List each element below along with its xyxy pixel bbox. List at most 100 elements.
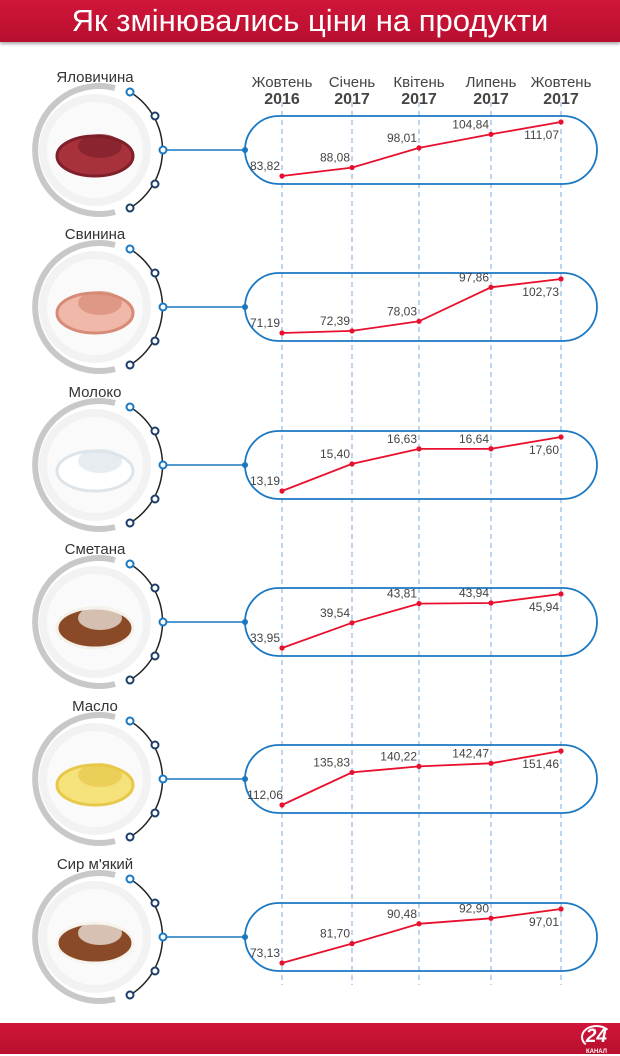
x-tick-year: 2016 bbox=[264, 91, 300, 108]
data-label: 73,13 bbox=[250, 946, 280, 960]
data-label: 111,07 bbox=[524, 128, 559, 142]
x-tick-month: Січень bbox=[329, 74, 376, 91]
data-point bbox=[279, 645, 285, 651]
food-shape bbox=[78, 134, 122, 158]
data-point bbox=[488, 600, 494, 606]
timeline-node bbox=[158, 460, 168, 470]
data-label: 13,19 bbox=[250, 474, 280, 488]
data-label: 142,47 bbox=[452, 746, 489, 760]
timeline-node bbox=[125, 559, 135, 569]
timeline-node bbox=[150, 426, 160, 436]
data-point bbox=[488, 131, 494, 137]
plate-arc bbox=[32, 240, 116, 374]
product-row: Свинина 71,19 72,39 78,03 97,86 102,73 bbox=[32, 226, 598, 374]
data-label: 92,90 bbox=[459, 901, 489, 915]
product-name: Свинина bbox=[65, 226, 126, 243]
x-tick-month: Квітень bbox=[393, 74, 444, 91]
timeline-node bbox=[125, 87, 135, 97]
timeline-node bbox=[158, 302, 168, 312]
timeline-node bbox=[125, 716, 135, 726]
data-point bbox=[349, 620, 355, 626]
product-row: Яловичина 83,82 88,08 98,01 104,84 111,07 bbox=[32, 69, 598, 217]
data-label: 78,03 bbox=[387, 304, 417, 318]
timeline-node bbox=[125, 360, 135, 370]
data-point bbox=[558, 906, 564, 912]
logo-number: 24 bbox=[580, 1025, 612, 1049]
data-point bbox=[279, 802, 285, 808]
x-tick-year: 2017 bbox=[401, 91, 437, 108]
x-tick-month: Жовтень bbox=[252, 74, 313, 91]
data-point bbox=[416, 446, 422, 452]
timeline-node bbox=[150, 808, 160, 818]
product-row: Сметана 33,95 39,54 43,81 43,94 45,94 bbox=[32, 541, 598, 689]
data-point bbox=[279, 960, 285, 966]
data-point bbox=[558, 119, 564, 125]
data-label: 140,22 bbox=[380, 749, 417, 763]
product-name: Сир м'який bbox=[57, 856, 133, 873]
data-point bbox=[416, 600, 422, 607]
timeline-node bbox=[150, 966, 160, 976]
plate-arc bbox=[32, 398, 116, 532]
timeline-node bbox=[125, 402, 135, 412]
data-label: 102,73 bbox=[522, 285, 559, 299]
data-point bbox=[416, 921, 422, 927]
data-point bbox=[558, 276, 564, 282]
series-line bbox=[281, 593, 562, 649]
timeline-node bbox=[158, 932, 168, 942]
timeline-node bbox=[158, 145, 168, 155]
data-label: 71,19 bbox=[250, 316, 280, 330]
timeline-node bbox=[125, 203, 135, 213]
data-point bbox=[488, 446, 494, 452]
plate-arc bbox=[32, 555, 116, 689]
plate-arc bbox=[32, 870, 116, 1004]
food-shape bbox=[78, 449, 122, 473]
food-shape bbox=[78, 291, 122, 315]
x-tick-year: 2017 bbox=[543, 91, 579, 108]
data-label: 16,64 bbox=[459, 432, 489, 446]
series-frame bbox=[244, 902, 598, 972]
data-label: 112,06 bbox=[247, 788, 283, 802]
timeline-node bbox=[150, 740, 160, 750]
timeline-node bbox=[150, 583, 160, 593]
series-frame bbox=[244, 115, 598, 185]
food-shape bbox=[78, 921, 122, 945]
data-point bbox=[279, 173, 285, 179]
title-bar: Як змінювались ціни на продукти bbox=[0, 0, 620, 42]
channel-logo: 24 КАНАЛ bbox=[580, 1025, 612, 1056]
x-tick-month: Липень bbox=[466, 74, 517, 91]
data-label: 151,46 bbox=[522, 757, 559, 771]
data-label: 97,01 bbox=[529, 915, 559, 929]
series-line bbox=[281, 121, 562, 177]
data-point bbox=[416, 145, 422, 151]
data-label: 17,60 bbox=[529, 443, 559, 457]
data-point bbox=[279, 330, 285, 336]
data-label: 72,39 bbox=[320, 314, 350, 328]
page-title: Як змінювались ціни на продукти bbox=[71, 3, 549, 38]
data-label: 39,54 bbox=[320, 606, 350, 620]
plate-arc bbox=[32, 83, 116, 217]
timeline-node bbox=[150, 494, 160, 504]
butter-icon bbox=[55, 763, 135, 807]
timeline-node bbox=[158, 774, 168, 784]
series-frame bbox=[244, 272, 598, 342]
timeline-node bbox=[150, 111, 160, 121]
timeline-node bbox=[150, 179, 160, 189]
timeline-node bbox=[150, 651, 160, 661]
timeline-node bbox=[150, 268, 160, 278]
beef-icon bbox=[55, 134, 135, 178]
data-label: 43,81 bbox=[387, 587, 417, 601]
series-frame bbox=[244, 744, 598, 814]
data-label: 97,86 bbox=[459, 270, 489, 284]
food-shape bbox=[78, 606, 122, 630]
product-name: Яловичина bbox=[56, 69, 134, 86]
x-tick-year: 2017 bbox=[334, 91, 370, 108]
data-point bbox=[349, 164, 355, 171]
data-label: 33,95 bbox=[250, 631, 280, 645]
data-point bbox=[416, 763, 422, 770]
x-tick-month: Жовтень bbox=[531, 74, 592, 91]
timeline-node bbox=[125, 990, 135, 1000]
x-tick-year: 2017 bbox=[473, 91, 509, 108]
data-point bbox=[488, 915, 494, 921]
logo-caption: КАНАЛ bbox=[585, 1049, 607, 1055]
